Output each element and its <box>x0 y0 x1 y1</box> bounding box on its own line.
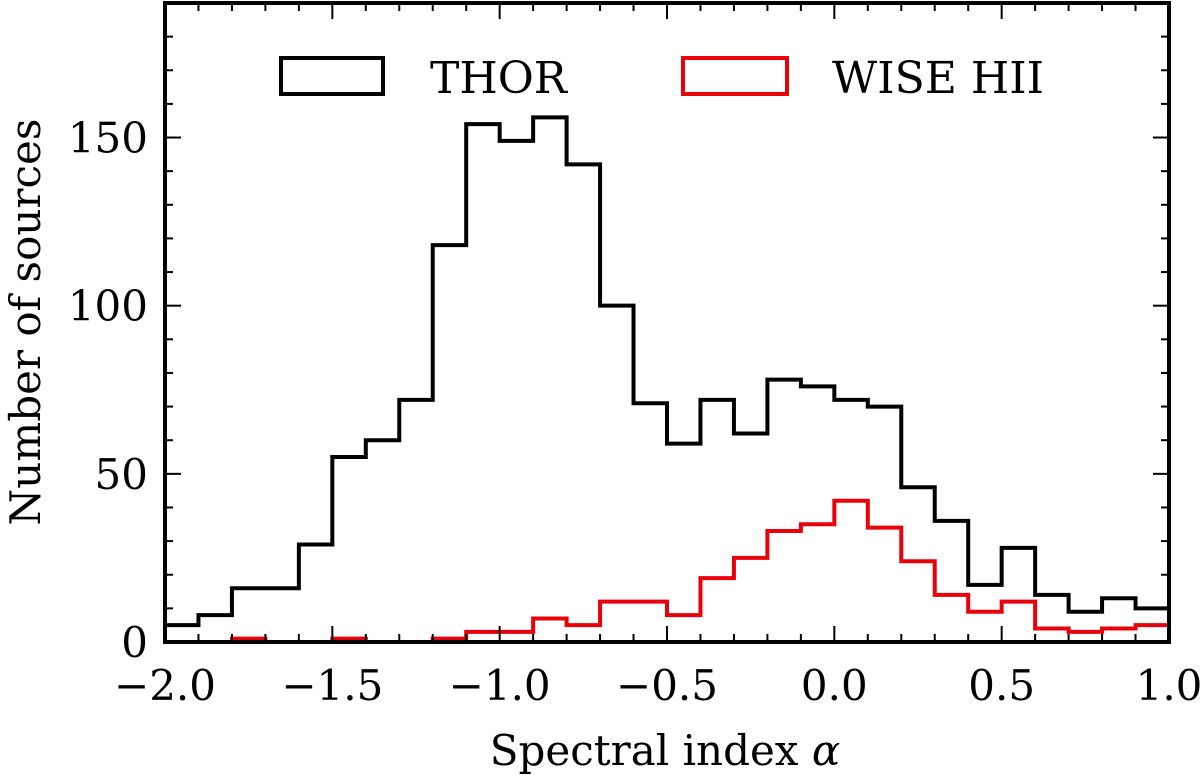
x-tick-label: 1.0 <box>1136 661 1200 710</box>
histogram-bin-thor <box>265 588 298 642</box>
histogram-bin-thor <box>935 521 968 642</box>
histogram-bin-thor <box>399 400 432 642</box>
legend: THOR WISE HII <box>279 53 1044 104</box>
x-tick-label: −2.0 <box>114 661 216 710</box>
histogram-bin-thor <box>1069 612 1102 642</box>
axis-ticks: −2.0 −1.5 −1.0 −0.5 0.0 0.5 1.0 0 50 100 150 <box>68 3 1200 710</box>
histogram-bin-thor <box>1035 595 1068 642</box>
histogram-bin-thor <box>533 117 566 642</box>
legend-swatch-wise-hii <box>681 56 789 96</box>
x-axis-label-text: Spectral index <box>490 726 799 775</box>
y-tick-label: 0 <box>121 618 148 667</box>
plot-area <box>163 115 1171 644</box>
histogram-bin-thor <box>868 407 901 642</box>
x-axis-label-symbol: α <box>812 726 840 775</box>
histogram-series-thor <box>163 115 1171 642</box>
histogram-bin-thor <box>433 245 466 642</box>
histogram-bin-thor <box>1136 608 1169 642</box>
y-tick-label: 50 <box>95 450 148 499</box>
histogram-bin-thor <box>834 400 867 642</box>
histogram-bin-thor <box>165 625 198 642</box>
legend-label-thor: THOR <box>430 53 569 104</box>
x-axis-label: Spectral index α <box>490 726 840 775</box>
histogram-bin-thor <box>968 585 1001 642</box>
histogram-bin-thor <box>366 440 399 642</box>
histogram-bin-thor <box>466 124 499 642</box>
histogram-bin-thor <box>634 403 667 642</box>
histogram-bin-thor <box>567 164 600 642</box>
y-tick-label: 150 <box>68 114 148 163</box>
x-tick-label: −0.5 <box>616 661 718 710</box>
histogram-bin-thor <box>767 380 800 642</box>
histogram-bin-thor <box>700 400 733 642</box>
x-tick-label: 0.5 <box>968 661 1035 710</box>
histogram-bin-thor <box>901 487 934 642</box>
histogram-bin-thor <box>332 457 365 642</box>
legend-label-wise-hii: WISE HII <box>832 53 1044 104</box>
histogram-bin-thor <box>734 433 767 642</box>
x-tick-label: −1.0 <box>449 661 551 710</box>
x-tick-label: −1.5 <box>281 661 383 710</box>
histogram-bin-thor <box>801 386 834 642</box>
histogram-bin-thor <box>667 444 700 642</box>
y-tick-label: 100 <box>68 282 148 331</box>
histogram-bin-thor <box>299 544 332 642</box>
histogram-bin-thor <box>1102 598 1135 642</box>
plot-frame <box>163 1 1171 644</box>
histogram-bin-thor <box>600 306 633 642</box>
histogram-bin-thor <box>232 588 265 642</box>
legend-swatch-thor <box>279 56 385 96</box>
histogram-bin-thor <box>198 615 231 642</box>
histogram-bin-thor <box>1002 548 1035 642</box>
y-axis-label: Number of sources <box>1 119 50 526</box>
histogram-bin-thor <box>500 141 533 642</box>
x-tick-label: 0.0 <box>801 661 868 710</box>
